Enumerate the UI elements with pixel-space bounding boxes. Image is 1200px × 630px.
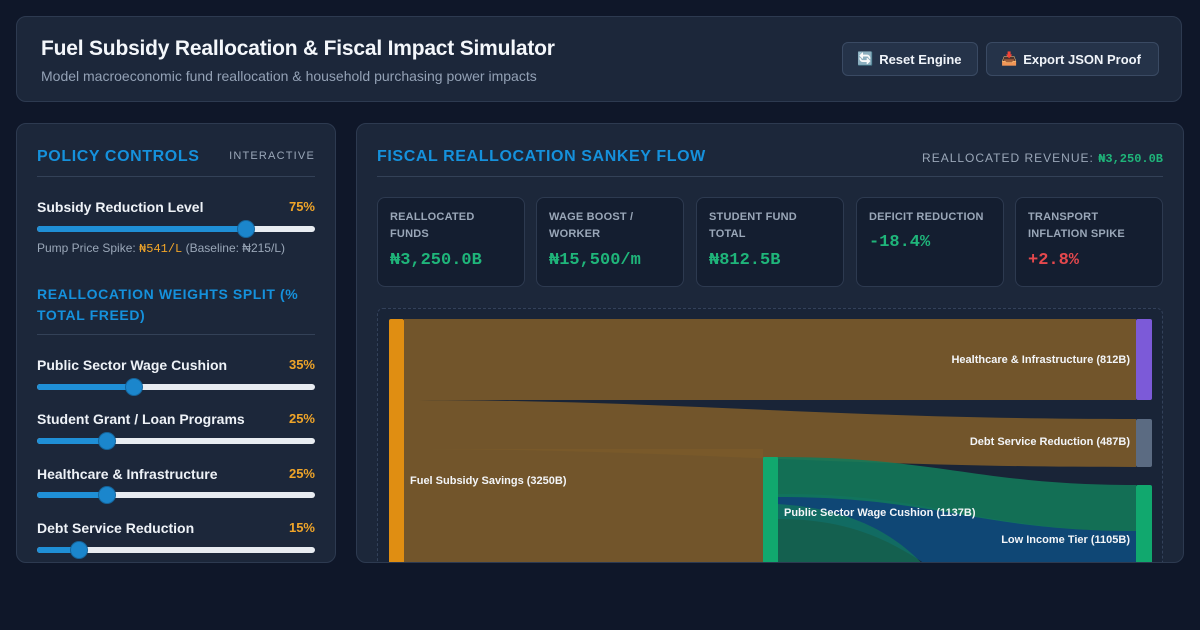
flow-source-to-wage[interactable] [404, 449, 763, 563]
sankey-svg [389, 319, 1152, 563]
slider-thumb[interactable] [237, 221, 254, 237]
pump-price-baseline: (Baseline: ₦215/L) [182, 241, 285, 255]
node-label-wage: Public Sector Wage Cushion (1137B) [784, 507, 976, 519]
metric-value: ₦15,500/m [549, 251, 641, 270]
interactive-tag: INTERACTIVE [229, 150, 315, 162]
slider-thumb[interactable] [98, 433, 115, 449]
page-subtitle: Model macroeconomic fund reallocation & … [41, 68, 537, 84]
student-grant-slider[interactable] [37, 433, 315, 449]
reallocated-revenue: REALLOCATED REVENUE: ₦3,250.0B [922, 151, 1163, 166]
metric-value: -18.4% [869, 233, 931, 252]
refresh-icon: 🔄 [857, 51, 874, 66]
page-title: Fuel Subsidy Reallocation & Fiscal Impac… [41, 37, 555, 60]
flow-source-to-healthcare[interactable] [404, 319, 1136, 400]
metric-label: TRANSPORT INFLATION SPIKE [1028, 211, 1125, 240]
slider-thumb[interactable] [126, 379, 143, 395]
reallocation-weights-title: REALLOCATION WEIGHTS SPLIT (% TOTAL FREE… [37, 286, 299, 323]
reallocated-revenue-label: REALLOCATED REVENUE: [922, 151, 1099, 165]
sankey-diagram: Fuel Subsidy Savings (3250B) Healthcare … [377, 308, 1163, 563]
node-wage-output[interactable] [1136, 485, 1152, 563]
node-healthcare-infrastructure[interactable] [1136, 319, 1152, 400]
slider-fill [37, 438, 107, 444]
debt-service-slider[interactable] [37, 542, 315, 558]
pump-price-note: Pump Price Spike: ₦541/L (Baseline: ₦215… [37, 241, 285, 256]
weights-divider [37, 334, 315, 335]
app-header: Fuel Subsidy Reallocation & Fiscal Impac… [16, 16, 1182, 102]
metric-card-wage-boost: WAGE BOOST / WORKER ₦15,500/m [536, 197, 684, 287]
metric-value: ₦3,250.0B [390, 251, 482, 270]
slider-thumb[interactable] [98, 487, 115, 503]
metric-card-reallocated-funds: REALLOCATED FUNDS ₦3,250.0B [377, 197, 525, 287]
slider-thumb[interactable] [70, 542, 87, 558]
flow-wage-lower-band[interactable] [778, 504, 943, 563]
download-tray-icon: 📥 [1001, 51, 1018, 66]
node-fuel-subsidy-savings[interactable] [389, 319, 404, 563]
node-label-debt: Debt Service Reduction (487B) [969, 436, 1130, 448]
healthcare-label: Healthcare & Infrastructure [37, 466, 218, 482]
pump-price-prefix: Pump Price Spike: [37, 241, 140, 255]
subsidy-reduction-value: 75% [288, 199, 315, 214]
subsidy-reduction-label: Subsidy Reduction Level [37, 199, 204, 215]
healthcare-slider[interactable] [37, 487, 315, 503]
pump-price-value: ₦541/L [139, 242, 183, 256]
slider-fill [37, 384, 135, 390]
metric-card-transport-inflation: TRANSPORT INFLATION SPIKE +2.8% [1015, 197, 1163, 287]
metric-value: +2.8% [1028, 251, 1080, 270]
sankey-divider [377, 176, 1163, 177]
reallocated-revenue-value: ₦3,250.0B [1098, 152, 1163, 166]
wage-cushion-value: 35% [288, 357, 315, 372]
slider-fill [37, 226, 246, 232]
sankey-title: FISCAL REALLOCATION SANKEY FLOW [377, 148, 706, 165]
export-json-button[interactable]: 📥 Export JSON Proof [986, 42, 1159, 76]
metric-label: DEFICIT REDUCTION [869, 211, 984, 223]
reset-engine-label: Reset Engine [879, 51, 962, 67]
subsidy-reduction-slider[interactable] [37, 221, 315, 237]
metric-label: REALLOCATED FUNDS [390, 211, 475, 240]
controls-divider [37, 176, 315, 177]
node-label-healthcare: Healthcare & Infrastructure (812B) [951, 354, 1130, 366]
node-debt-service-reduction[interactable] [1136, 419, 1152, 467]
debt-service-value: 15% [288, 520, 315, 535]
healthcare-value: 25% [288, 466, 315, 481]
wage-cushion-slider[interactable] [37, 379, 315, 395]
flow-wage-to-upper-tiers[interactable] [778, 457, 1136, 531]
metric-label: STUDENT FUND TOTAL [709, 211, 797, 240]
slider-fill [37, 547, 79, 553]
metric-label: WAGE BOOST / WORKER [549, 211, 634, 240]
node-label-source: Fuel Subsidy Savings (3250B) [410, 475, 567, 487]
node-label-low-income: Low Income Tier (1105B) [1001, 534, 1130, 546]
policy-controls-title: POLICY CONTROLS [37, 148, 200, 165]
export-json-label: Export JSON Proof [1023, 51, 1141, 67]
metric-card-student-fund: STUDENT FUND TOTAL ₦812.5B [696, 197, 844, 287]
slider-fill [37, 492, 107, 498]
sankey-panel: FISCAL REALLOCATION SANKEY FLOW REALLOCA… [356, 123, 1184, 563]
debt-service-label: Debt Service Reduction [37, 520, 195, 536]
flow-wage-to-low-income[interactable] [778, 494, 1136, 563]
wage-cushion-label: Public Sector Wage Cushion [37, 357, 228, 373]
node-public-sector-wage[interactable] [763, 457, 778, 563]
reset-engine-button[interactable]: 🔄 Reset Engine [842, 42, 978, 76]
metric-card-deficit-reduction: DEFICIT REDUCTION -18.4% [856, 197, 1004, 287]
student-grant-label: Student Grant / Loan Programs [37, 411, 245, 427]
policy-controls-panel: POLICY CONTROLS INTERACTIVE Subsidy Redu… [16, 123, 336, 563]
metric-value: ₦812.5B [709, 251, 781, 270]
student-grant-value: 25% [288, 411, 315, 426]
